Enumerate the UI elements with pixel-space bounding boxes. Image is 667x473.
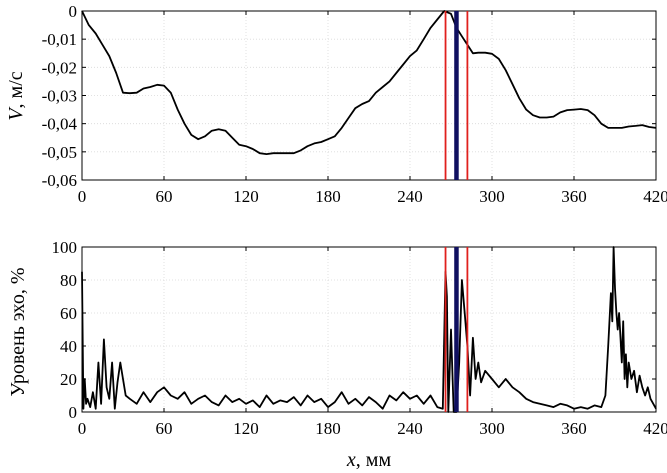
x-axis-label: x, мм bbox=[346, 449, 392, 471]
y-tick-label: -0,03 bbox=[42, 87, 77, 106]
x-tick-label: 240 bbox=[397, 419, 423, 438]
y-tick-label: -0,01 bbox=[42, 30, 77, 49]
y-tick-label: 80 bbox=[60, 271, 77, 290]
x-tick-label: 60 bbox=[156, 187, 173, 206]
y-axis-label-echo: Уровень эхо, % bbox=[7, 267, 29, 396]
y-tick-label: -0,02 bbox=[42, 58, 77, 77]
y-tick-label: 60 bbox=[60, 304, 77, 323]
x-tick-label: 360 bbox=[561, 419, 587, 438]
plot-frame bbox=[81, 10, 657, 181]
x-tick-label: 360 bbox=[561, 187, 587, 206]
plot-frame bbox=[81, 246, 657, 413]
y-tick-label: -0,04 bbox=[42, 115, 78, 134]
y-tick-label: -0,05 bbox=[42, 143, 77, 162]
x-tick-label: 0 bbox=[78, 419, 87, 438]
y-tick-label: 20 bbox=[60, 370, 77, 389]
x-tick-label: 300 bbox=[479, 187, 505, 206]
y-axis-label-velocity: V, м/с bbox=[5, 71, 27, 120]
x-tick-label: 180 bbox=[315, 419, 341, 438]
grid-lines bbox=[81, 10, 657, 181]
x-tick-label: 0 bbox=[78, 187, 87, 206]
y-tick-label: 100 bbox=[52, 238, 78, 257]
x-axis-label-unit: , мм bbox=[356, 449, 392, 471]
series-line-1 bbox=[81, 246, 657, 413]
chart-panel-1: 0 60 120 180 240 300 360 420 0 -0,01 -0,02 -0,03 -0,… bbox=[42, 2, 667, 206]
x-tick-label: 300 bbox=[479, 419, 505, 438]
x-tick-label: 420 bbox=[643, 187, 667, 206]
y-tick-label: 40 bbox=[60, 337, 77, 356]
x-axis-label-var: x bbox=[346, 449, 356, 471]
y-axis-label-unit: , м/с bbox=[5, 71, 27, 108]
x-tick-label: 180 bbox=[315, 187, 341, 206]
y-tick-label: 0 bbox=[69, 2, 78, 21]
y-tick-label: 0 bbox=[69, 403, 78, 422]
y-tick-label: -0,06 bbox=[42, 171, 77, 190]
x-tick-label: 60 bbox=[156, 419, 173, 438]
x-tick-label: 120 bbox=[233, 419, 259, 438]
grid-lines bbox=[81, 246, 657, 413]
x-tick-label: 120 bbox=[233, 187, 259, 206]
chart-panel-2: 0 60 120 180 240 300 360 420 0 20 40 60 80 100 bbox=[52, 238, 667, 438]
y-axis-label-var: V bbox=[5, 106, 27, 121]
series-line-1 bbox=[81, 10, 657, 155]
x-tick-label: 240 bbox=[397, 187, 423, 206]
x-tick-label: 420 bbox=[643, 419, 667, 438]
